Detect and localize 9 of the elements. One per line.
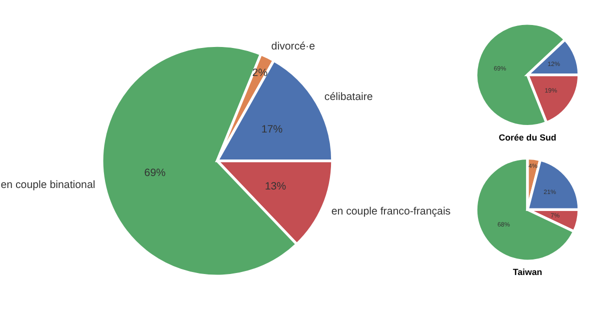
slice-label: en couple binational: [0, 179, 96, 192]
data-label: 13%: [264, 180, 287, 192]
data-label: 69%: [144, 167, 166, 180]
text: Taiwan: [512, 267, 542, 278]
text: Corée du Sud: [498, 132, 556, 142]
data-label: 17%: [261, 123, 284, 136]
slice-label: divorcé·e: [271, 40, 316, 52]
slice-label: célibataire: [324, 90, 373, 103]
slice-label: en couple franco-français: [331, 206, 451, 218]
